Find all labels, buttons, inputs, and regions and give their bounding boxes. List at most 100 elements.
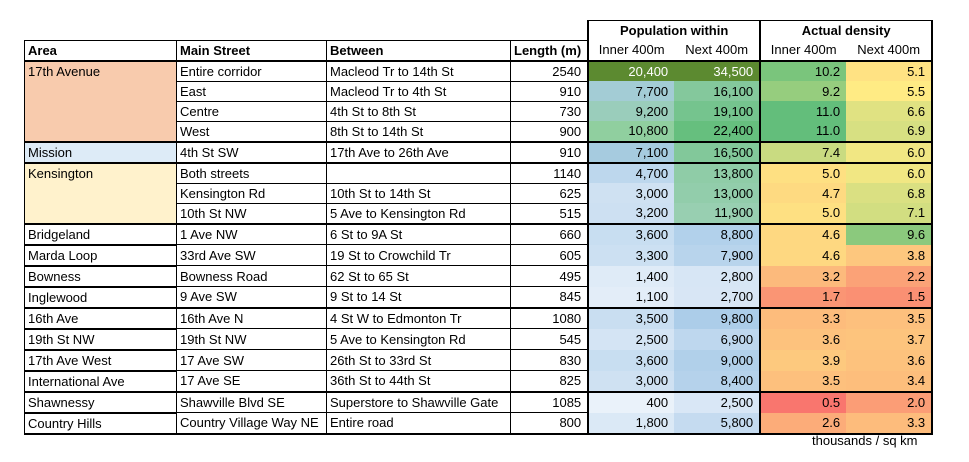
- street-cell: 17 Ave SW: [176, 349, 327, 371]
- area-cell: Marda Loop: [24, 244, 177, 267]
- density-inner-cell: 2.6: [760, 412, 847, 435]
- density-inner-cell: 3.3: [760, 307, 847, 329]
- table-row: Marda Loop 33rd Ave SW 19 St to Crowchild …: [24, 244, 934, 267]
- street-cell: 17 Ave SE: [176, 370, 327, 393]
- density-inner-cell: 3.9: [760, 349, 847, 371]
- between-cell: 4th St to 8th St: [326, 101, 511, 122]
- street-cell: 33rd Ave SW: [176, 244, 327, 266]
- area-cell: [24, 203, 177, 225]
- density-next-cell: 3.5: [846, 307, 934, 329]
- pop-next-column-header: Next 400m: [674, 40, 762, 62]
- table-row: Country Hills Country Village Way NE Entir…: [24, 412, 934, 435]
- length-cell: 1140: [510, 162, 589, 184]
- column-header-row: Area Main Street Between Length (m) Inne…: [24, 39, 934, 62]
- table-row: Kensington Rd 10th St to 14th St 625 3,000 1…: [24, 183, 934, 204]
- pop-next-cell: 2,700: [674, 286, 762, 309]
- pop-next-cell: 5,800: [674, 412, 762, 435]
- table-row: Inglewood 9 Ave SW 9 St to 14 St 845 1,100 2,…: [24, 286, 934, 309]
- density-next-cell: 2.0: [846, 391, 934, 413]
- between-cell: 10th St to 14th St: [326, 183, 511, 204]
- density-next-cell: 6.0: [846, 162, 934, 183]
- population-group-header: Population within: [587, 20, 762, 40]
- area-cell: [24, 81, 177, 101]
- between-cell: 5 Ave to Kensington Rd: [326, 328, 511, 350]
- density-inner-cell: 0.5: [760, 391, 847, 413]
- table-row: Bridgeland 1 Ave NW 6 St to 9A St 660 3,600 8…: [24, 223, 934, 246]
- street-cell: 1 Ave NW: [176, 223, 327, 245]
- pop-inner-cell: 7,700: [587, 81, 675, 101]
- pop-inner-cell: 3,500: [587, 307, 675, 329]
- between-cell: Macleod Tr to 14th St: [326, 60, 511, 82]
- pop-inner-cell: 3,200: [587, 203, 675, 225]
- area-cell: Inglewood: [24, 286, 177, 309]
- area-cell: 17th Avenue: [24, 60, 177, 81]
- density-inner-column-header: Inner 400m: [760, 40, 847, 62]
- length-cell: 830: [510, 349, 589, 371]
- street-cell: Shawville Blvd SE: [176, 391, 327, 413]
- area-column-header: Area: [24, 39, 177, 62]
- pop-next-cell: 7,900: [674, 244, 762, 266]
- pop-next-cell: 6,900: [674, 328, 762, 350]
- pop-inner-cell: 1,100: [587, 286, 675, 309]
- pop-inner-cell: 3,000: [587, 183, 675, 203]
- between-cell: [326, 162, 511, 184]
- length-cell: 495: [510, 265, 589, 287]
- between-cell: 62 St to 65 St: [326, 265, 511, 287]
- street-cell: East: [176, 81, 327, 102]
- pop-inner-cell: 3,000: [587, 370, 675, 393]
- density-inner-cell: 4.7: [760, 183, 847, 203]
- pop-next-cell: 22,400: [674, 121, 762, 143]
- table-row: Centre 4th St to 8th St 730 9,200 19,100 11.0…: [24, 101, 934, 122]
- density-next-cell: 3.7: [846, 328, 934, 350]
- density-inner-cell: 7.4: [760, 141, 847, 164]
- between-cell: 9 St to 14 St: [326, 286, 511, 309]
- street-cell: Bowness Road: [176, 265, 327, 287]
- between-column-header: Between: [326, 39, 511, 62]
- between-cell: 4 St W to Edmonton Tr: [326, 307, 511, 329]
- density-next-cell: 7.1: [846, 203, 934, 225]
- length-cell: 910: [510, 141, 589, 164]
- pop-next-cell: 11,900: [674, 203, 762, 225]
- area-cell: [24, 183, 177, 203]
- street-cell: Entire corridor: [176, 60, 327, 82]
- street-cell: 19th St NW: [176, 328, 327, 350]
- pop-inner-cell: 9,200: [587, 101, 675, 121]
- density-inner-cell: 1.7: [760, 286, 847, 309]
- between-cell: 8th St to 14th St: [326, 121, 511, 143]
- units-note: thousands / sq km: [812, 433, 918, 448]
- between-cell: 6 St to 9A St: [326, 223, 511, 245]
- area-cell: 17th Ave West: [24, 349, 177, 372]
- pop-inner-cell: 2,500: [587, 328, 675, 350]
- table-row: Mission 4th St SW 17th Ave to 26th Ave 910 7…: [24, 141, 934, 164]
- table-row: Kensington Both streets 1140 4,700 13,800 5.0…: [24, 162, 934, 184]
- area-cell: Country Hills: [24, 412, 177, 435]
- street-cell: 4th St SW: [176, 141, 327, 164]
- density-next-cell: 1.5: [846, 286, 934, 309]
- density-next-cell: 6.9: [846, 121, 934, 143]
- pop-inner-cell: 10,800: [587, 121, 675, 143]
- street-cell: Country Village Way NE: [176, 412, 327, 435]
- pop-next-cell: 19,100: [674, 101, 762, 121]
- pop-inner-cell: 20,400: [587, 60, 675, 81]
- area-cell: 16th Ave: [24, 307, 177, 330]
- density-table: Population within Actual density Area Ma…: [24, 20, 934, 435]
- between-cell: Superstore to Shawville Gate: [326, 391, 511, 413]
- table-row: Bowness Bowness Road 62 St to 65 St 495 1,40…: [24, 265, 934, 288]
- table-row: 17th Avenue Entire corridor Macleod Tr to …: [24, 60, 934, 82]
- between-cell: 36th St to 44th St: [326, 370, 511, 393]
- area-cell: Shawnessy: [24, 391, 177, 414]
- between-cell: 26th St to 33rd St: [326, 349, 511, 371]
- pop-inner-cell: 1,800: [587, 412, 675, 435]
- table-row: 17th Ave West 17 Ave SW 26th St to 33rd St…: [24, 349, 934, 372]
- table-row: International Ave 17 Ave SE 36th St to 44t…: [24, 370, 934, 393]
- density-inner-cell: 11.0: [760, 101, 847, 121]
- length-cell: 545: [510, 328, 589, 350]
- length-cell: 730: [510, 101, 589, 122]
- street-cell: 9 Ave SW: [176, 286, 327, 309]
- length-cell: 1085: [510, 391, 589, 413]
- pop-next-cell: 13,800: [674, 162, 762, 183]
- pop-next-cell: 8,400: [674, 370, 762, 393]
- length-cell: 1080: [510, 307, 589, 329]
- table-row: Shawnessy Shawville Blvd SE Superstore to …: [24, 391, 934, 414]
